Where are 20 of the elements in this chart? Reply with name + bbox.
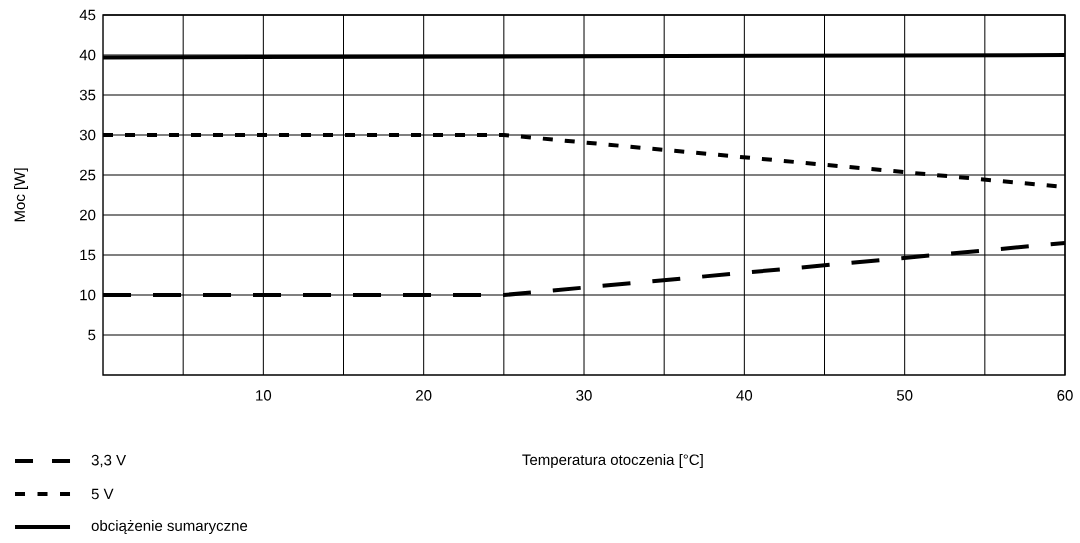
legend-label: 3,3 V	[91, 454, 127, 468]
x-tick-label: 30	[576, 390, 592, 401]
legend-label: obciążenie sumaryczne	[91, 520, 248, 535]
y-tick-label: 30	[79, 129, 96, 141]
x-axis-title: Temperatura otoczenia [°C]	[522, 454, 703, 468]
y-tick-label: 5	[88, 329, 96, 341]
x-tick-label: 60	[1057, 390, 1073, 401]
y-tick-label: 35	[79, 89, 96, 101]
x-tick-label: 40	[736, 390, 753, 401]
x-tick-label: 20	[416, 390, 432, 401]
y-tick-label: 20	[80, 209, 96, 221]
y-tick-label: 25	[80, 169, 96, 181]
y-tick-label: 10	[80, 289, 96, 301]
y-tick-label: 40	[79, 49, 96, 61]
y-tick-label: 45	[79, 9, 96, 21]
y-axis-title: Moc [W]	[14, 168, 28, 222]
y-tick-label: 15	[80, 249, 96, 261]
x-tick-label: 10	[256, 390, 272, 401]
x-tick-label: 50	[896, 390, 913, 401]
legend-label: 5 V	[91, 488, 114, 500]
